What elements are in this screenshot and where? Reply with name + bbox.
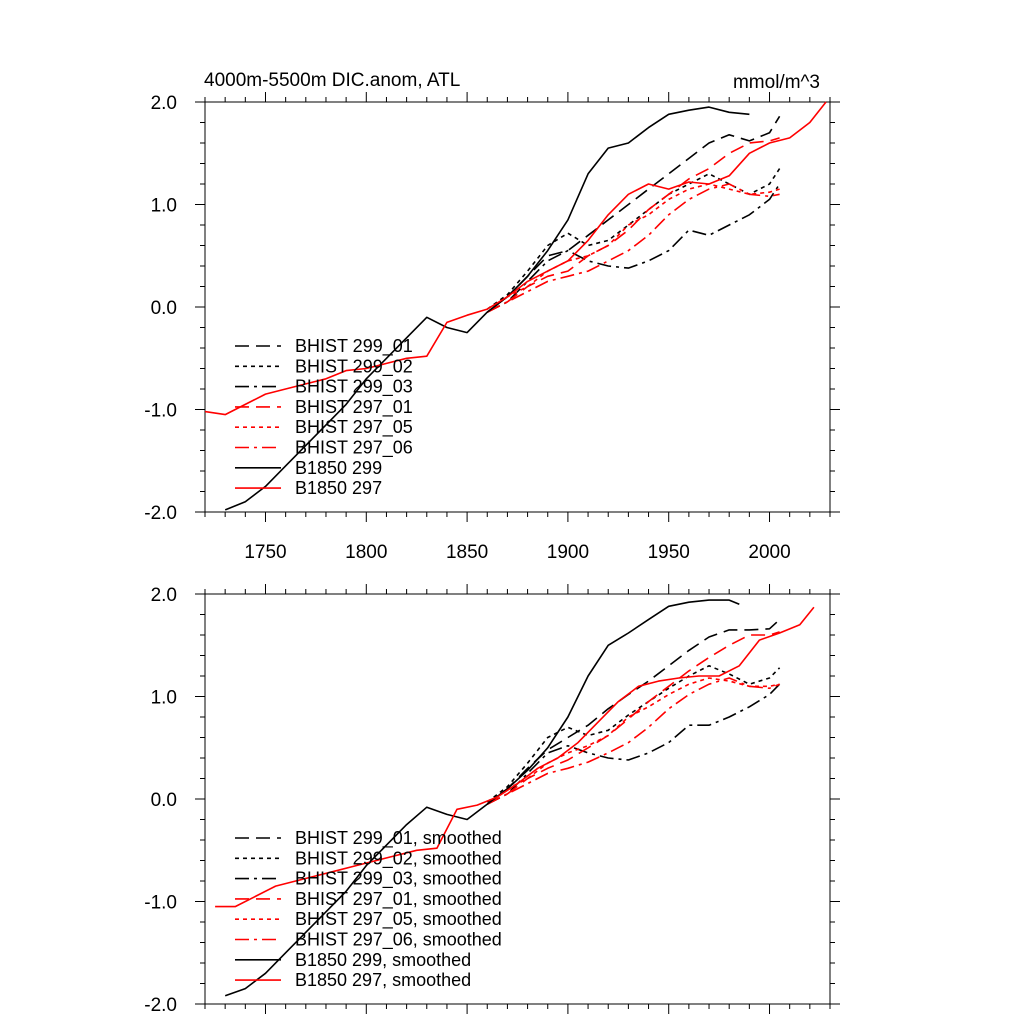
bottom-legend-label: BHIST 297_05, smoothed (295, 909, 502, 930)
top-series-line-3 (486, 183, 781, 313)
bottom-series-line-7 (224, 599, 740, 997)
top-series-line-7 (224, 106, 750, 511)
bottom-legend-label: BHIST 297_01, smoothed (295, 889, 502, 910)
bottom-legend-label: BHIST 299_02, smoothed (295, 848, 502, 869)
top-x-tick-label: 1950 (648, 542, 690, 563)
bottom-series-line-2 (486, 664, 781, 803)
bottom-legend-label: B1850 299, smoothed (295, 950, 471, 970)
top-legend-label: BHIST 297_06 (295, 438, 413, 459)
figure-units: mmol/m^3 (733, 72, 820, 93)
top-legend-label: B1850 299 (295, 458, 382, 478)
top-series-line-6 (486, 183, 780, 313)
top-y-tick-label: -2.0 (144, 503, 177, 524)
bottom-series-line-5 (486, 677, 780, 805)
top-x-tick-label: 1750 (244, 542, 286, 563)
bottom-y-tick-label: -2.0 (144, 995, 177, 1016)
bottom-y-tick-label: -1.0 (144, 893, 177, 914)
top-series-line-8 (205, 101, 827, 416)
bottom-y-tick-label: 1.0 (151, 688, 177, 709)
top-x-tick-label: 1800 (345, 542, 387, 563)
bottom-series-line-4 (486, 631, 780, 805)
bottom-series-line-8 (215, 606, 815, 908)
bottom-y-tick-label: 2.0 (151, 585, 177, 606)
top-y-tick-label: 1.0 (151, 196, 177, 217)
top-series-line-5 (486, 183, 780, 313)
bottom-series-line-6 (486, 677, 780, 805)
top-legend-label: BHIST 299_03 (295, 377, 413, 398)
top-y-tick-label: 2.0 (151, 93, 177, 114)
top-series-line-2 (486, 168, 781, 310)
top-legend-label: B1850 297 (295, 478, 382, 498)
top-y-tick-label: -1.0 (144, 401, 177, 422)
top-series-line-1 (486, 115, 781, 313)
bottom-legend-label: B1850 297, smoothed (295, 970, 471, 990)
top-legend-label: BHIST 299_01 (295, 336, 413, 357)
top-legend-label: BHIST 299_02 (295, 356, 413, 377)
top-panel: -2.0 -1.0 0.0 1.0 2.0 1750 1800 1850 1900 1950 200… (144, 92, 840, 563)
bottom-y-tick-label: 0.0 (151, 790, 177, 811)
top-legend-label: BHIST 297_01 (295, 397, 413, 418)
bottom-legend-label: BHIST 299_01, smoothed (295, 828, 502, 849)
top-x-tick-label: 1900 (547, 542, 589, 563)
figure-title: 4000m-5500m DIC.anom, ATL (204, 70, 460, 91)
bottom-series-line-3 (486, 683, 781, 805)
bottom-legend-label: BHIST 299_03, smoothed (295, 869, 502, 890)
top-x-tick-label: 2000 (748, 542, 790, 563)
top-x-tick-label: 1850 (446, 542, 488, 563)
top-y-tick-label: 0.0 (151, 298, 177, 319)
top-legend-label: BHIST 297_05 (295, 417, 413, 438)
bottom-legend-label: BHIST 297_06, smoothed (295, 930, 502, 951)
